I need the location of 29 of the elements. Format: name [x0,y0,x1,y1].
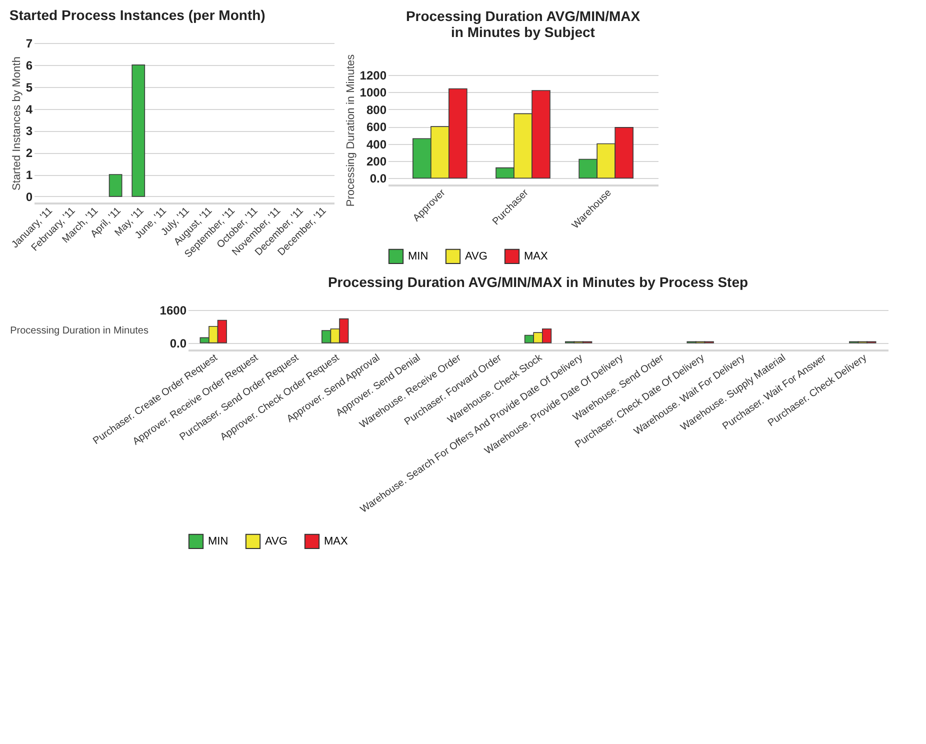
y-tick-label: 4 [26,102,33,116]
y-tick-label: 1600 [160,304,187,318]
y-tick-label: 800 [366,102,387,117]
y-tick-label: 0.0 [370,172,387,186]
y-tick-label: 6 [26,58,33,72]
legend-label: MIN [208,535,228,548]
legend-label: MAX [524,250,548,262]
chart-title: Processing Duration AVG/MIN/MAX in Minutes by Process Step [328,274,748,290]
y-tick-label: 3 [26,124,33,138]
chart-title: Started Process Instances (per Month) [9,7,266,23]
y-axis-title: Started Instances by Month [10,56,23,190]
legend-label: AVG [265,535,288,548]
legend-label: MIN [408,250,428,262]
y-tick-label: 7 [26,36,33,50]
y-tick-label: 1000 [360,86,387,100]
y-tick-label: 1200 [360,68,387,82]
y-axis-title: Processing Duration in Minutes [344,54,357,207]
y-tick-label: 2 [26,146,33,160]
y-tick-label: 400 [366,137,387,152]
y-tick-label: 0 [26,190,33,204]
y-tick-label: 1 [26,168,33,182]
chart-title: Processing Duration AVG/MIN/MAX in Minutes by Subject [406,8,641,40]
y-tick-label: 600 [366,120,387,134]
legend-label: MAX [324,535,348,548]
y-tick-label: 200 [366,154,387,168]
legend-label: AVG [465,250,488,262]
y-tick-label: 0.0 [170,336,187,350]
y-axis-title: Processing Duration in Minutes [10,326,148,336]
y-tick-label: 5 [26,80,33,94]
